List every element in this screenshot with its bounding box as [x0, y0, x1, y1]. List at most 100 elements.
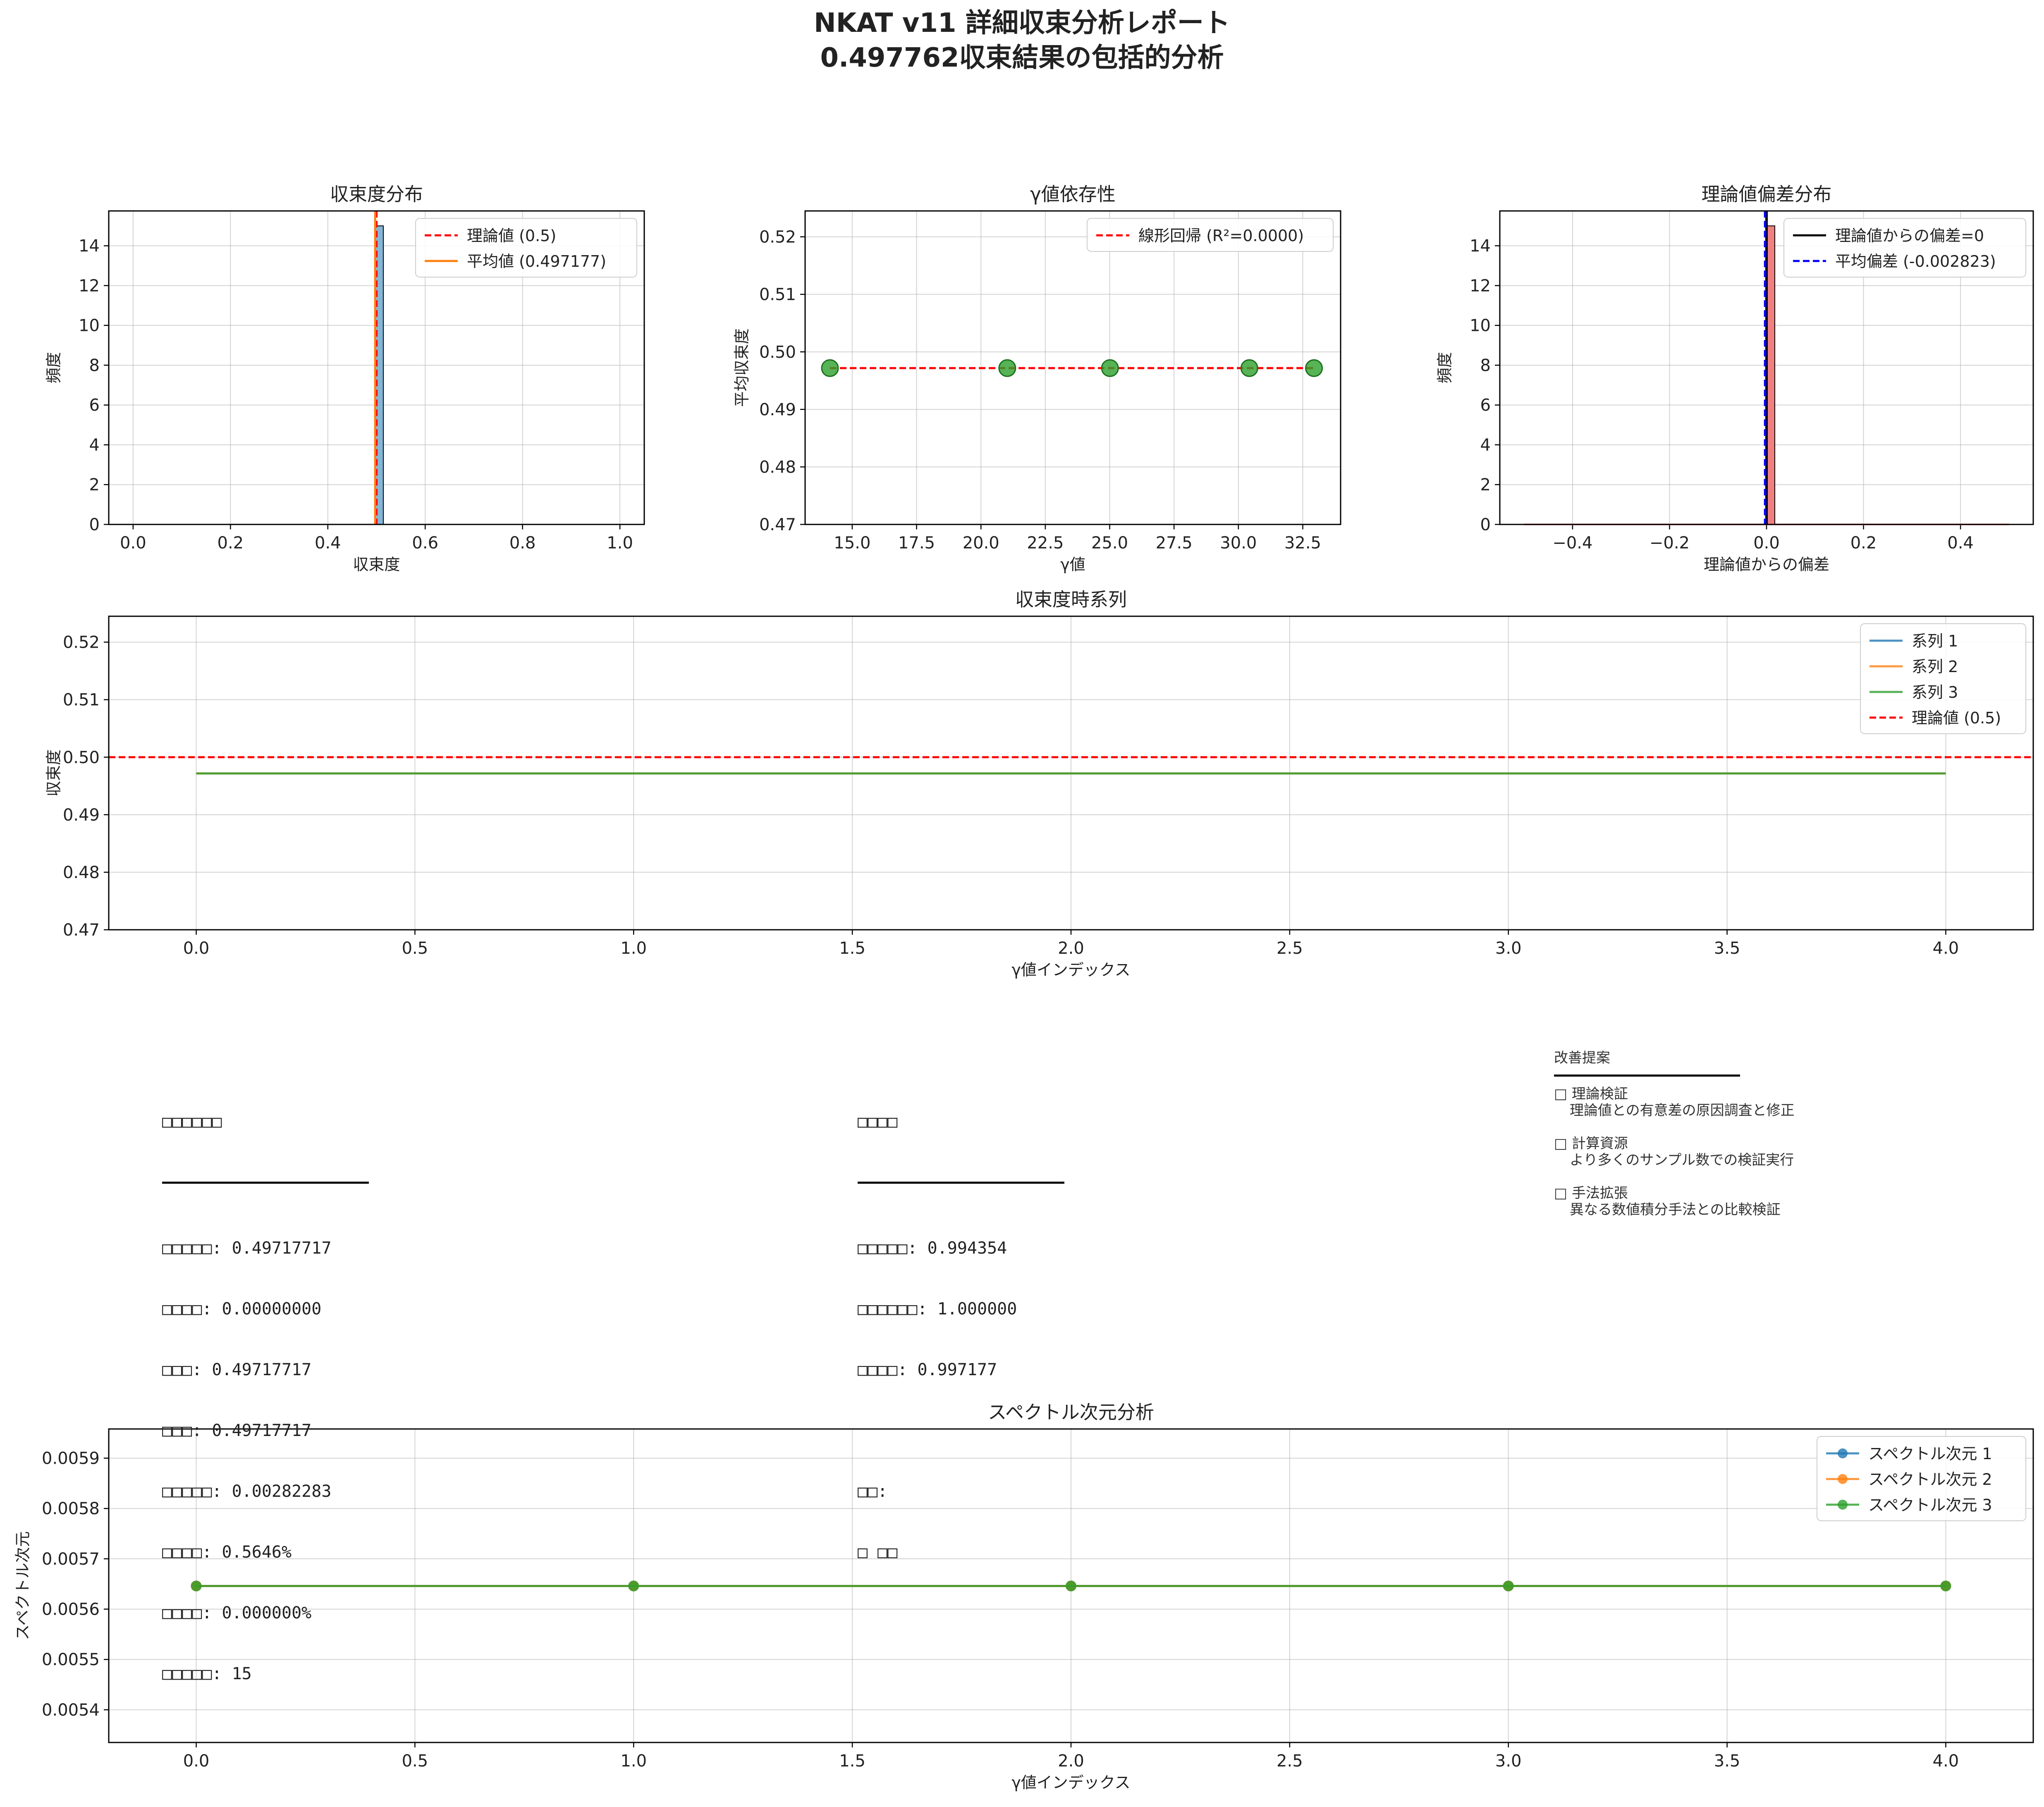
x-tick-label: 3.0 [1495, 1752, 1522, 1771]
legend-label: 系列 1 [1912, 632, 1958, 650]
y-tick-label: 4 [89, 436, 100, 455]
series-marker [1503, 1580, 1514, 1592]
data-point [1101, 359, 1119, 377]
x-tick-label: 2.0 [1058, 939, 1084, 958]
series-marker [1066, 1580, 1076, 1592]
x-tick-label: 22.5 [1027, 534, 1064, 553]
legend-box [1783, 218, 2026, 278]
legend: 理論値 (0.5) 平均値 (0.497177) [415, 218, 637, 278]
x-tick-label: 3.5 [1714, 1752, 1740, 1771]
y-tick-label: 0 [1480, 515, 1491, 534]
x-tick-label: 2.5 [1277, 1752, 1303, 1771]
y-axis-label: スペクトル次元 [14, 1531, 32, 1640]
x-axis-label: γ値 [1060, 555, 1085, 574]
x-tick-label: 17.5 [898, 534, 935, 553]
y-tick-label: 0.49 [63, 806, 100, 825]
axes-frame [1499, 210, 2034, 525]
x-tick-label: −0.4 [1552, 534, 1592, 553]
y-tick-label: 0.0057 [42, 1550, 100, 1569]
quality-line [858, 1421, 1064, 1441]
legend-marker [1838, 1500, 1848, 1510]
stats-panel-header: □□□□□□ [162, 1112, 222, 1131]
x-tick-label: 0.2 [1850, 534, 1877, 553]
stats-line: □□□□□: 0.49717717 [162, 1239, 332, 1258]
y-tick-label: 0.0056 [42, 1600, 100, 1619]
x-tick-label: 0.5 [402, 1752, 428, 1771]
y-axis-label: 頻度 [45, 352, 63, 383]
legend-box [1817, 1436, 2026, 1521]
y-tick-label: 0.48 [759, 458, 796, 477]
figure-title-line1: NKAT v11 詳細収束分析レポート [814, 8, 1230, 38]
x-tick-label: 32.5 [1284, 534, 1321, 553]
y-tick-label: 0.0055 [42, 1650, 100, 1669]
data-point [1305, 359, 1323, 377]
y-tick-label: 0.47 [63, 921, 100, 940]
quality-line: □□□□□□: 1.000000 [858, 1300, 1017, 1319]
axes-frame [108, 210, 645, 525]
x-tick-label: 0.0 [120, 534, 146, 553]
legend-label: スペクトル次元 3 [1868, 1496, 1992, 1514]
suggestion-title: □ 計算資源 [1554, 1135, 1628, 1152]
y-tick-label: 0.52 [63, 633, 100, 652]
legend: 理論値からの偏差=0 平均偏差 (-0.002823) [1783, 218, 2026, 278]
suggestion-description: より多くのサンプル数での検証実行 [1570, 1152, 1794, 1168]
stats-line: □□□□□: 15 [162, 1664, 252, 1683]
y-tick-label: 8 [1480, 356, 1491, 375]
x-tick-label: 0.4 [315, 534, 341, 553]
quality-line: □ □□ [858, 1543, 898, 1562]
legend-label: 理論値 (0.5) [467, 227, 556, 245]
figure-title-line2: 0.497762収束結果の包括的分析 [820, 43, 1224, 73]
data-point [821, 359, 839, 377]
x-axis-label: 理論値からの偏差 [1704, 555, 1829, 574]
chart-title: γ値依存性 [1030, 183, 1116, 205]
y-tick-label: 0.0059 [42, 1449, 100, 1468]
y-tick-label: 10 [1470, 316, 1491, 335]
quality-panel-rule [858, 1182, 1064, 1184]
series-marker [1940, 1580, 1951, 1592]
x-tick-label: 0.6 [412, 534, 438, 553]
x-tick-label: 4.0 [1933, 939, 1959, 958]
x-tick-label: 27.5 [1156, 534, 1193, 553]
y-tick-label: 0.51 [759, 285, 796, 304]
y-tick-label: 0.49 [759, 400, 796, 419]
suggestion-title: □ 手法拡張 [1554, 1185, 1628, 1201]
x-tick-label: 0.8 [509, 534, 536, 553]
y-tick-label: 12 [1470, 276, 1491, 295]
stats-line: □□□: 0.49717717 [162, 1421, 312, 1440]
y-tick-label: 6 [89, 396, 100, 415]
suggestion-description: 異なる数値積分手法との比較検証 [1570, 1201, 1781, 1218]
legend-box [1087, 218, 1334, 252]
legend: 系列 1 系列 2 系列 3 理論値 (0.5) [1860, 623, 2026, 734]
y-tick-label: 6 [1480, 396, 1491, 415]
y-tick-label: 14 [79, 237, 100, 256]
x-tick-label: 0.0 [1753, 534, 1780, 553]
legend-label: 系列 3 [1912, 683, 1958, 701]
legend-label: 理論値 (0.5) [1912, 709, 2001, 727]
y-tick-label: 2 [1480, 476, 1491, 495]
y-axis-label: 頻度 [1436, 352, 1454, 383]
x-axis-label: γ値インデックス [1011, 961, 1130, 979]
chart-spectral: 0.0 0.5 1.0 1.5 2.0 2.5 3.0 3.5 4.0 0.0054 0.0055 0… [14, 1401, 2034, 1792]
stats-line: □□□□: 0.5646% [162, 1543, 292, 1562]
legend-label: スペクトル次元 1 [1868, 1445, 1992, 1463]
y-tick-label: 14 [1470, 237, 1491, 256]
quality-panel: □□□□ □□□□□: 0.994354 □□□□□□: 1.000000 □□… [858, 1071, 1064, 1583]
y-tick-label: 0.51 [63, 691, 100, 710]
x-tick-label: 2.0 [1058, 1752, 1084, 1771]
chart-title: 収束度時系列 [1015, 589, 1127, 610]
axes-frame [804, 210, 1341, 525]
legend-box [415, 218, 637, 278]
legend-label: 理論値からの偏差=0 [1835, 227, 1984, 245]
y-tick-label: 0.0058 [42, 1499, 100, 1518]
x-tick-label: 1.0 [620, 939, 647, 958]
stats-line: □□□: 0.49717717 [162, 1360, 312, 1379]
x-tick-label: 1.0 [620, 1752, 647, 1771]
suggestion-item: □ 理論検証 理論値との有意差の原因調査と修正 [1554, 1086, 1795, 1119]
suggestions-header: 改善提案 [1554, 1050, 1610, 1066]
stats-panel: □□□□□□ □□□□□: 0.49717717 □□□□: 0.0000000… [162, 1071, 369, 1704]
y-tick-label: 8 [89, 356, 100, 375]
y-tick-label: 0.48 [63, 863, 100, 882]
chart-gamma_dependence: 15.0 17.5 20.0 22.5 25.0 27.5 30.0 32.5 0.47 0.48… [733, 183, 1341, 574]
legend-label: スペクトル次元 2 [1868, 1470, 1992, 1489]
